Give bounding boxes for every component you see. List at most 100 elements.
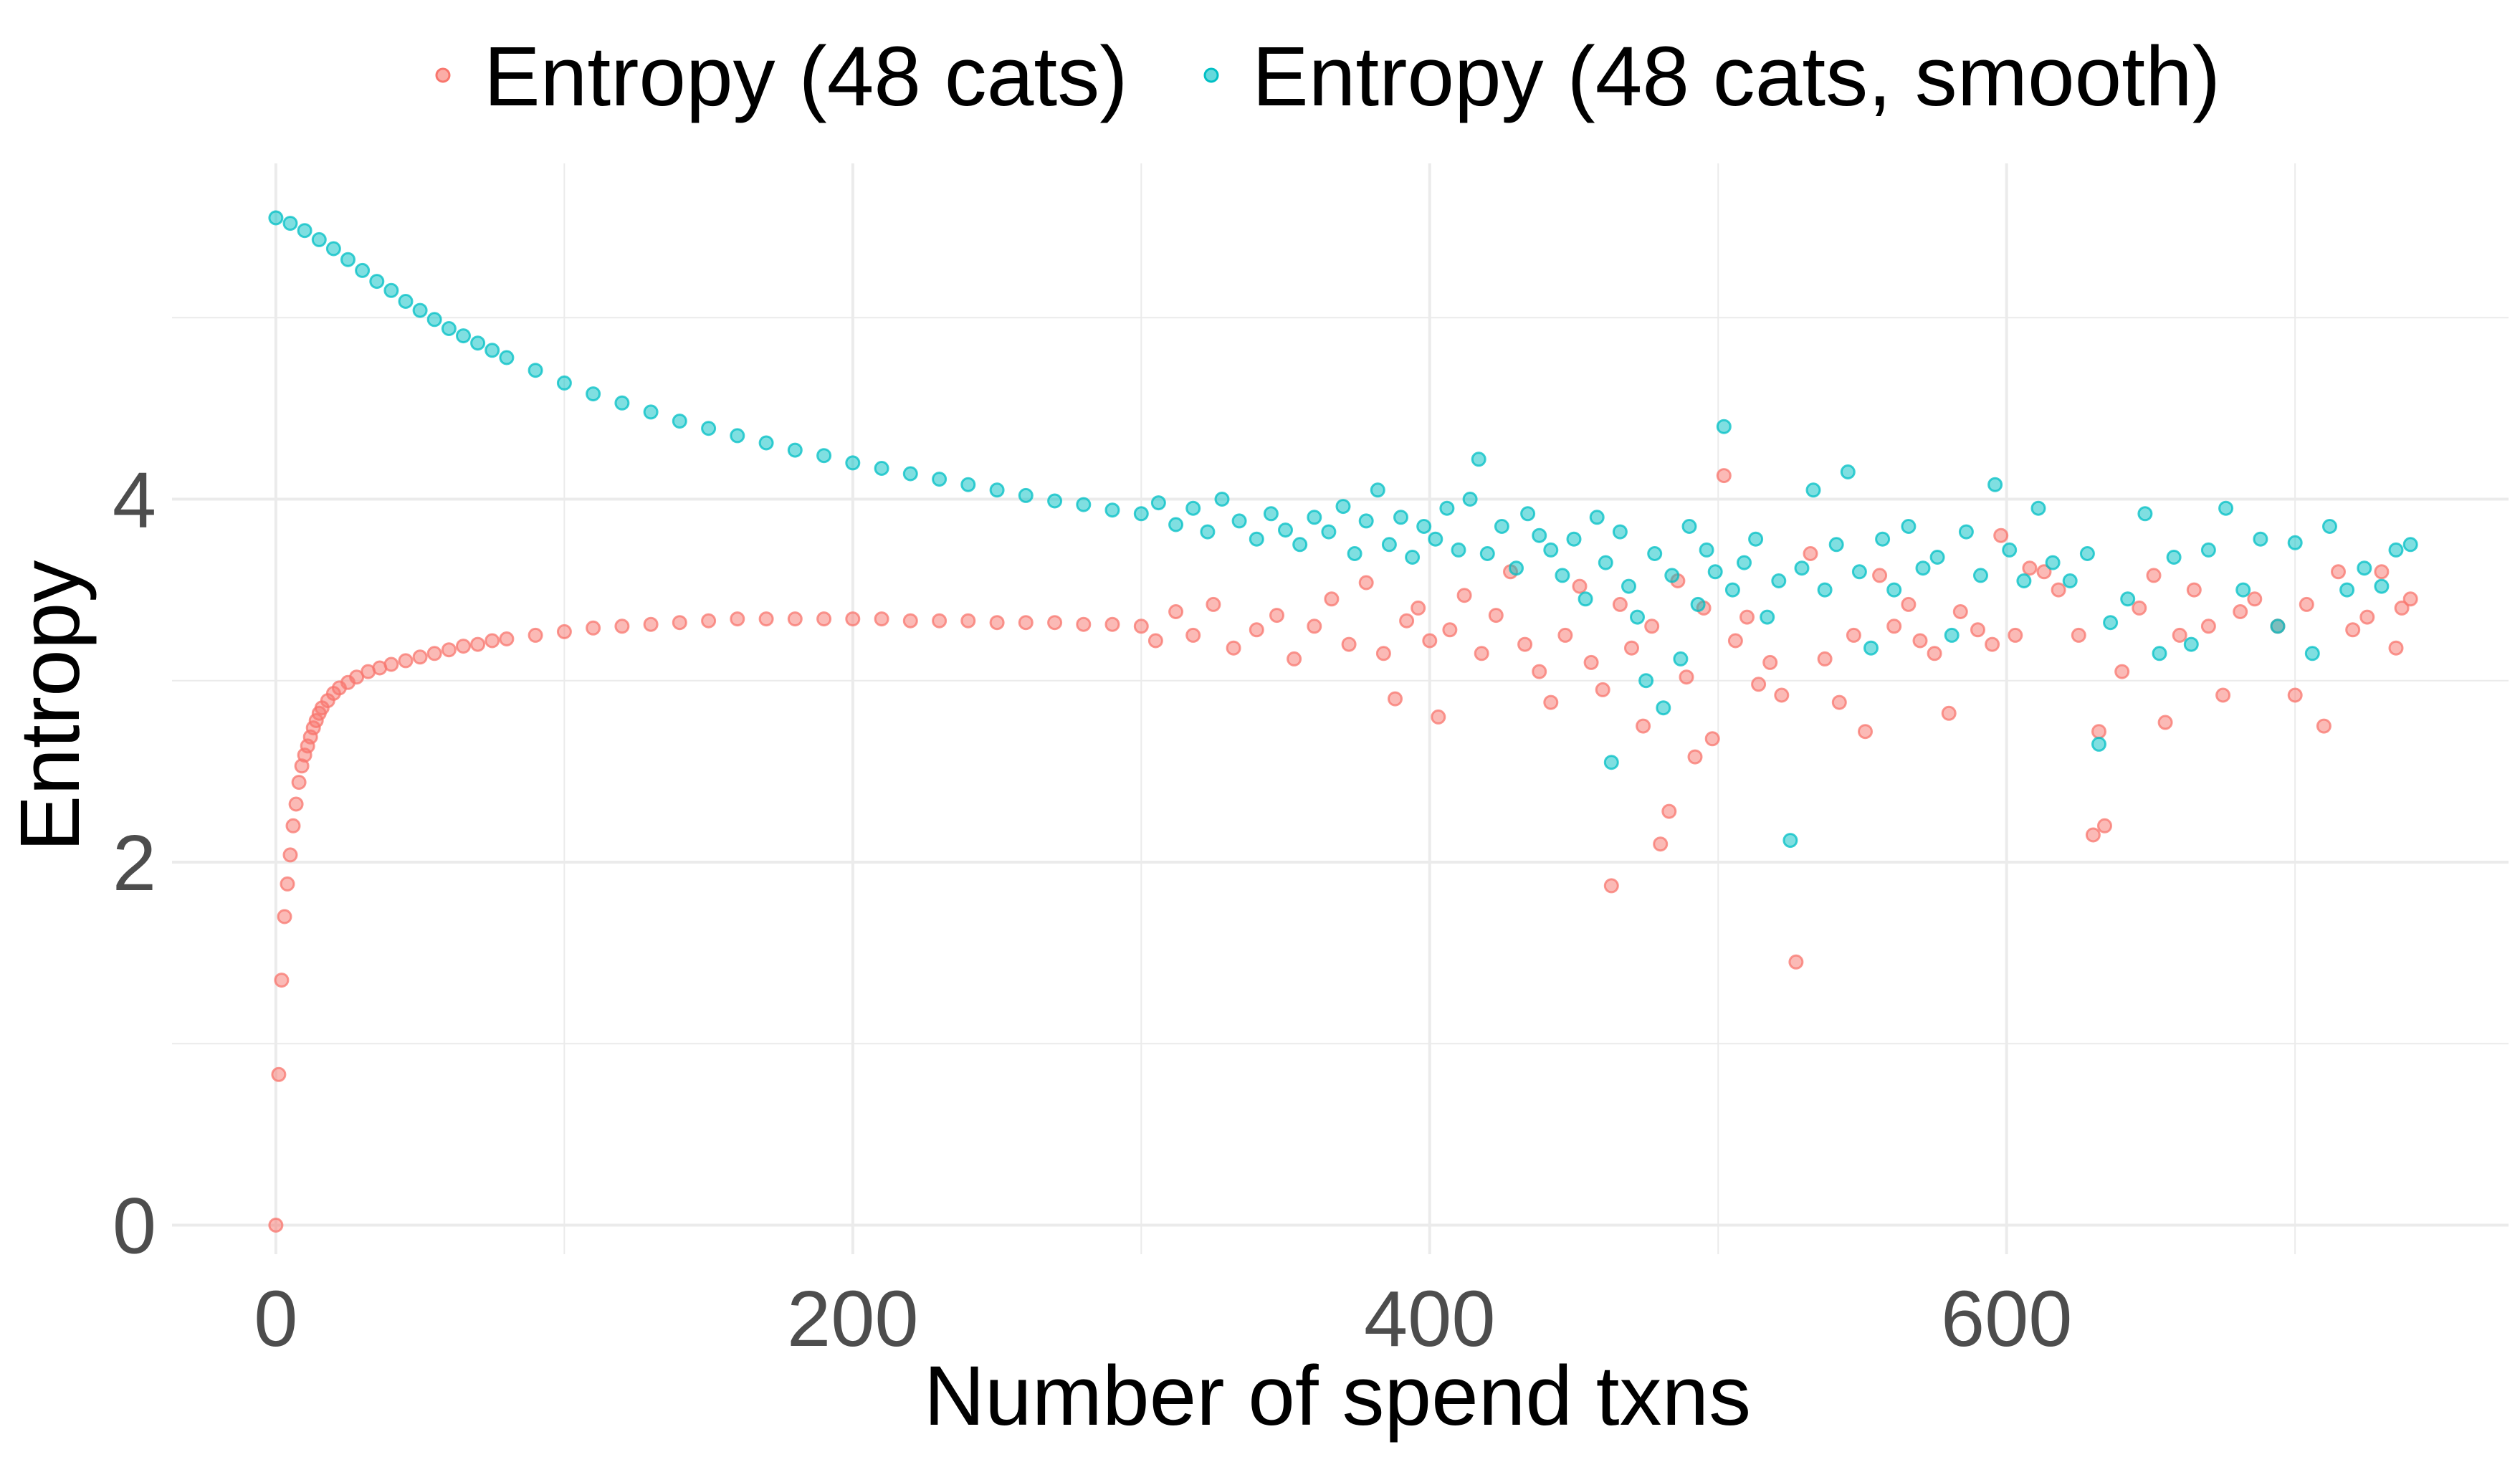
data-point-raw (845, 611, 861, 627)
data-point-smooth (1566, 531, 1582, 547)
data-point-smooth (932, 472, 948, 487)
data-point-raw (1422, 633, 1438, 649)
data-point-raw (1941, 705, 1957, 721)
data-point-smooth (787, 442, 803, 458)
data-point-smooth (2200, 542, 2216, 558)
data-point-raw (1927, 646, 1942, 661)
data-point-raw (280, 876, 295, 892)
data-point-smooth (2183, 636, 2199, 652)
data-point-smooth (1690, 596, 1706, 612)
data-point-smooth (1828, 537, 1844, 553)
data-point-smooth (1875, 531, 1891, 547)
data-point-smooth (1231, 513, 1247, 529)
data-point-raw (1644, 618, 1660, 634)
data-point-smooth (1973, 568, 1988, 583)
x-axis-title: Number of spend txns (924, 1349, 1751, 1443)
data-points (268, 210, 2418, 1233)
data-point-smooth (1630, 609, 1645, 625)
data-point-raw (1831, 694, 1847, 710)
data-point-raw (288, 796, 304, 812)
data-point-raw (1185, 627, 1201, 643)
data-point-raw (1456, 588, 1472, 603)
data-point-raw (2374, 564, 2390, 580)
data-point-raw (2157, 715, 2173, 730)
data-point-smooth (1794, 560, 1810, 576)
data-point-raw (1716, 468, 1732, 484)
data-point-smooth (1673, 651, 1689, 667)
data-point-smooth (1494, 519, 1509, 534)
data-point-raw (614, 618, 630, 634)
data-point-raw (2233, 604, 2248, 619)
data-point-smooth (1664, 568, 1680, 583)
data-point-smooth (1612, 524, 1628, 540)
data-point-raw (2172, 627, 2187, 643)
data-point-smooth (1416, 519, 1432, 534)
data-point-raw (1018, 615, 1034, 631)
data-point-raw (1375, 646, 1391, 661)
data-point-raw (2200, 618, 2216, 634)
data-point-smooth (1737, 555, 1752, 570)
data-point-raw (1846, 627, 1861, 643)
data-point-raw (2402, 591, 2418, 607)
data-point-smooth (1724, 582, 1740, 598)
data-point-smooth (556, 375, 572, 391)
data-point-raw (1993, 527, 2009, 543)
data-point-raw (1488, 608, 1504, 624)
data-point-smooth (1076, 497, 1092, 512)
legend-marker-smooth (1203, 67, 1219, 83)
data-point-raw (1206, 596, 1221, 612)
data-point-smooth (643, 404, 659, 420)
data-point-raw (1442, 622, 1458, 638)
data-point-smooth (1707, 564, 1723, 580)
data-point-smooth (730, 428, 745, 444)
data-point-smooth (2270, 618, 2286, 634)
data-point-smooth (325, 241, 341, 257)
data-point-smooth (672, 414, 687, 429)
x-tick-label: 0 (254, 1275, 297, 1363)
data-point-raw (2097, 818, 2112, 833)
data-point-smooth (2322, 519, 2337, 534)
data-point-smooth (1335, 499, 1351, 515)
data-point-raw (426, 646, 442, 661)
data-point-smooth (1471, 452, 1486, 467)
data-point-raw (730, 611, 745, 627)
data-point-raw (1653, 836, 1669, 852)
data-point-raw (2008, 627, 2023, 643)
data-point-smooth (614, 395, 630, 411)
data-point-raw (2036, 564, 2052, 580)
data-point-smooth (1987, 477, 2003, 492)
y-tick-label: 2 (113, 819, 156, 907)
data-point-smooth (701, 421, 717, 436)
data-point-smooth (1901, 519, 1917, 534)
data-point-raw (1269, 608, 1284, 624)
data-point-smooth (758, 435, 774, 451)
data-point-smooth (1018, 487, 1034, 503)
data-point-smooth (369, 274, 385, 290)
data-point-smooth (1292, 537, 1308, 553)
data-point-smooth (1578, 591, 1593, 607)
data-point-smooth (1944, 627, 1960, 643)
data-point-smooth (1439, 500, 1455, 516)
data-point-raw (1901, 596, 1917, 612)
data-point-smooth (1681, 519, 1697, 534)
data-point-smooth (1405, 550, 1421, 565)
data-point-raw (2085, 827, 2101, 843)
data-point-raw (1249, 622, 1264, 638)
data-point-smooth (485, 343, 500, 358)
data-point-smooth (1249, 531, 1264, 547)
data-point-smooth (1532, 527, 1547, 543)
data-point-raw (2186, 582, 2202, 598)
data-point-smooth (470, 335, 486, 351)
data-point-raw (1557, 627, 1573, 643)
data-point-smooth (902, 466, 918, 482)
data-point-smooth (2002, 542, 2018, 558)
data-point-raw (528, 627, 543, 643)
data-point-smooth (2402, 537, 2418, 553)
data-point-smooth (1748, 531, 1764, 547)
data-point-raw (1912, 633, 1928, 649)
data-point-smooth (1817, 582, 1833, 598)
data-point-raw (2215, 687, 2231, 703)
data-point-smooth (1509, 560, 1524, 576)
data-point-raw (470, 636, 486, 652)
data-point-smooth (1321, 524, 1337, 540)
